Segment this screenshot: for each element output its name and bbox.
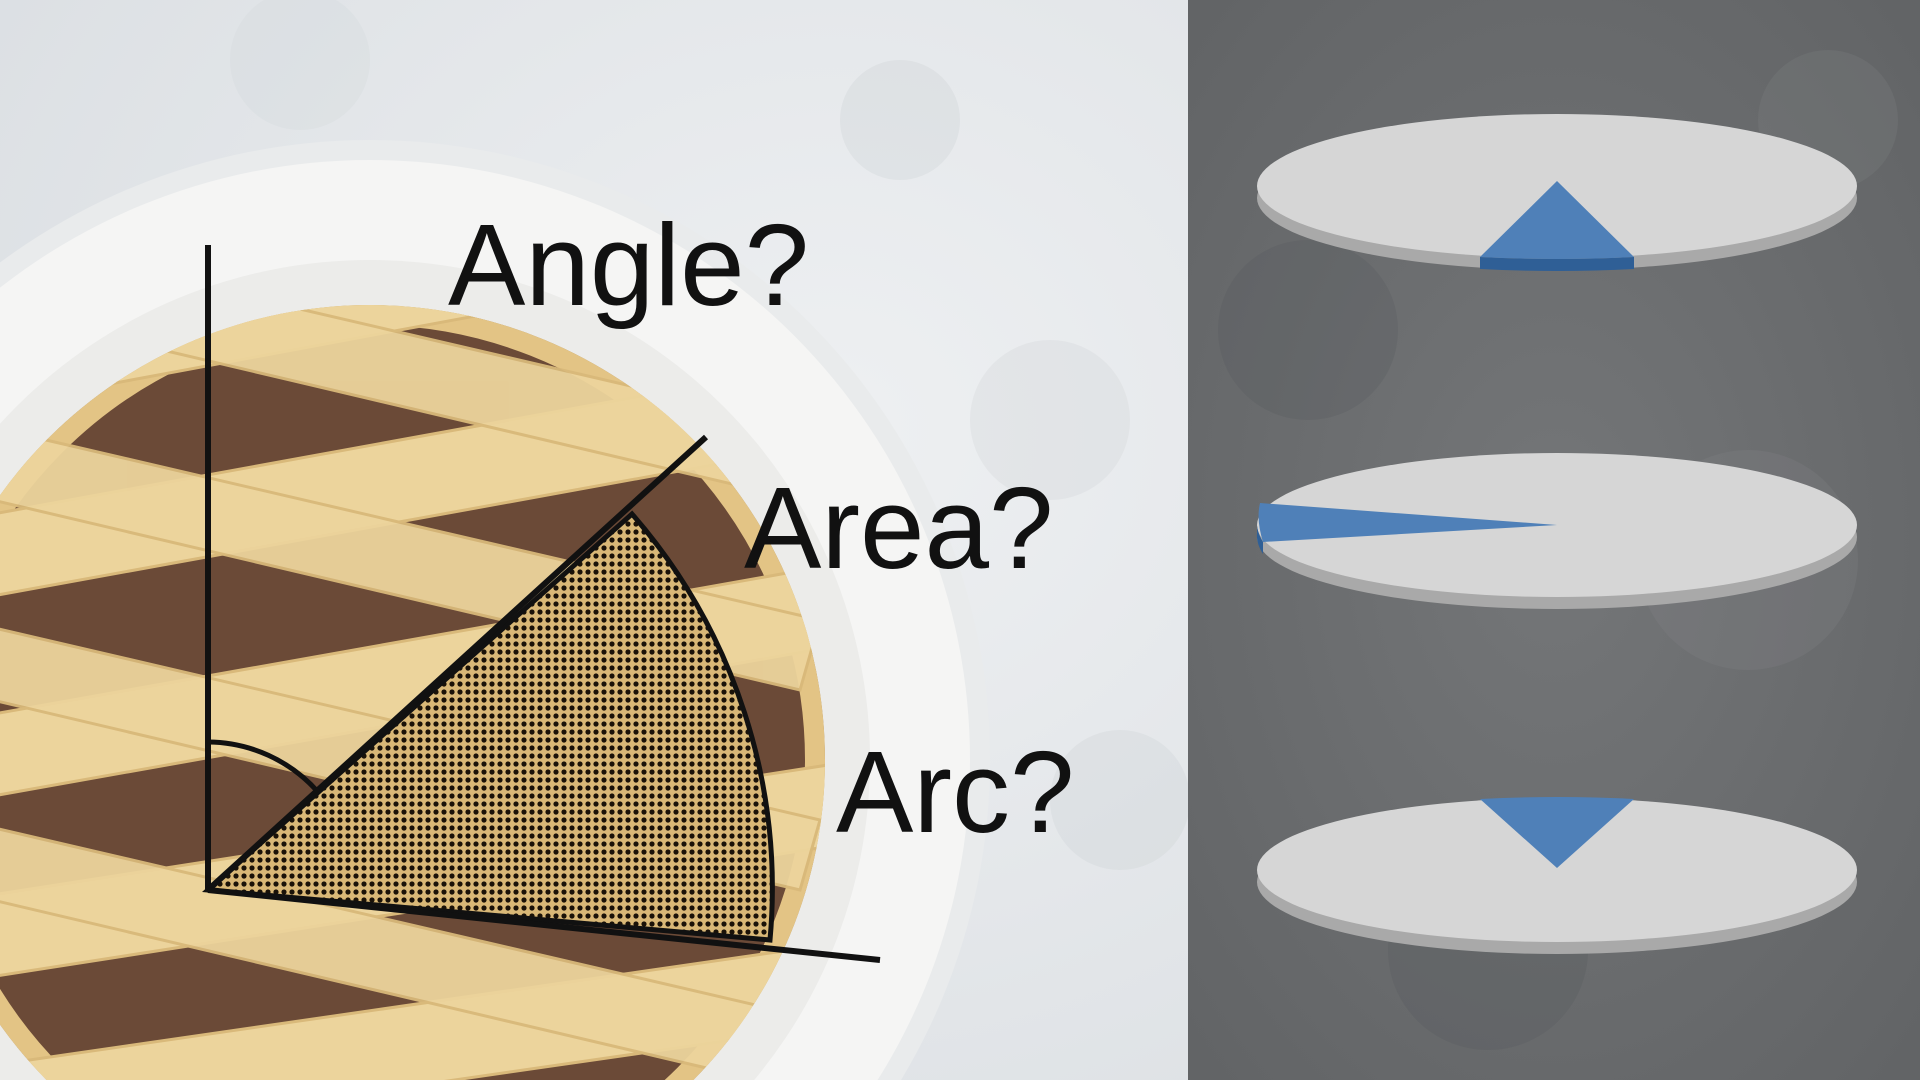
disc-illustration — [1188, 0, 1920, 1080]
angle-label: Angle? — [448, 200, 809, 330]
disc-back-slice — [1257, 797, 1857, 954]
disc-top — [1257, 798, 1857, 942]
area-label: Area? — [744, 463, 1054, 593]
disc-side-slice — [1256, 453, 1857, 609]
quarter-arc-icon — [207, 739, 320, 794]
pie-slice-icon — [1258, 503, 1557, 542]
pie-slice-icon — [1480, 181, 1634, 259]
disc-panel — [1188, 0, 1920, 1080]
arc-label: Arc? — [836, 727, 1075, 857]
pie-photo-panel: Angle? Area? Arc? — [0, 0, 1188, 1080]
bottom-ray — [207, 887, 881, 963]
slice-edge — [1480, 257, 1634, 271]
pie-slice — [202, 510, 775, 943]
pie-illustration: Angle? Area? Arc? — [0, 0, 1188, 1080]
slice-edge — [1256, 521, 1263, 554]
slice-edge-ray — [205, 434, 709, 893]
disc-front-slice — [1257, 114, 1857, 271]
pie-slice-icon — [1480, 797, 1634, 868]
